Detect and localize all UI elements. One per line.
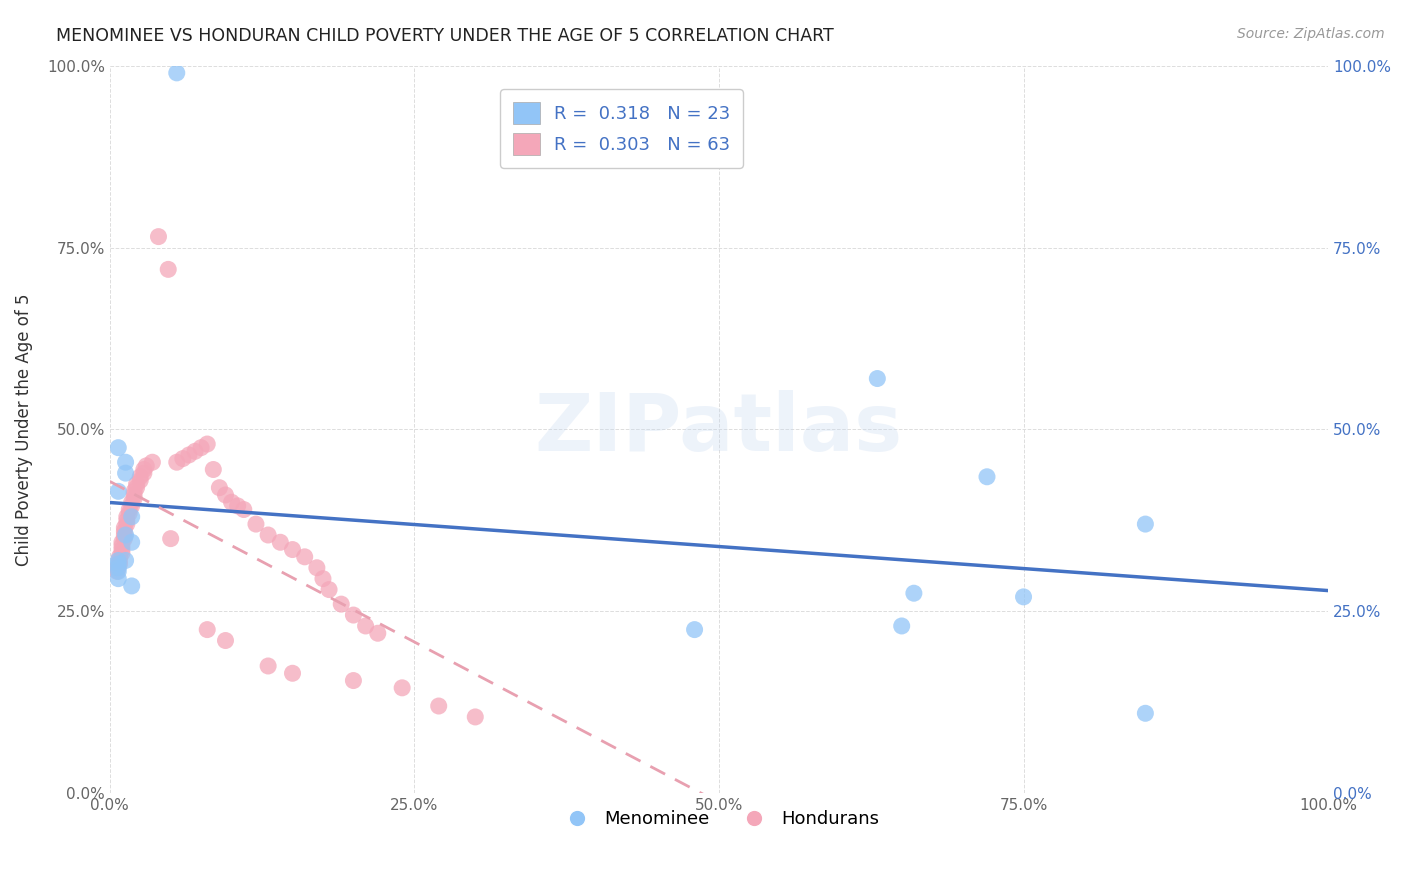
Text: ZIPatlas: ZIPatlas	[534, 391, 903, 468]
Point	[122, 491, 145, 506]
Point	[177, 448, 200, 462]
Point	[121, 509, 143, 524]
Point	[214, 488, 236, 502]
Point	[312, 572, 335, 586]
Point	[125, 477, 148, 491]
Point	[148, 229, 170, 244]
Point	[305, 560, 328, 574]
Point	[129, 474, 152, 488]
Point	[121, 535, 143, 549]
Point	[112, 528, 135, 542]
Point	[464, 710, 486, 724]
Point	[107, 557, 129, 571]
Point	[111, 546, 134, 560]
Point	[107, 572, 129, 586]
Point	[184, 444, 207, 458]
Point	[118, 506, 141, 520]
Point	[112, 524, 135, 539]
Point	[108, 549, 131, 564]
Y-axis label: Child Poverty Under the Age of 5: Child Poverty Under the Age of 5	[15, 293, 32, 566]
Point	[226, 499, 249, 513]
Point	[118, 502, 141, 516]
Point	[107, 565, 129, 579]
Point	[108, 553, 131, 567]
Point	[135, 458, 157, 473]
Point	[172, 451, 194, 466]
Point	[269, 535, 291, 549]
Point	[115, 513, 138, 527]
Point	[903, 586, 925, 600]
Point	[427, 699, 450, 714]
Point	[121, 499, 143, 513]
Point	[245, 517, 267, 532]
Point	[166, 66, 188, 80]
Point	[202, 462, 225, 476]
Point	[132, 462, 155, 476]
Point	[281, 542, 304, 557]
Point	[159, 532, 181, 546]
Point	[1135, 706, 1157, 721]
Point	[114, 466, 136, 480]
Point	[107, 553, 129, 567]
Point	[281, 666, 304, 681]
Point	[232, 502, 254, 516]
Point	[107, 484, 129, 499]
Point	[121, 495, 143, 509]
Point	[1012, 590, 1035, 604]
Legend: Menominee, Hondurans: Menominee, Hondurans	[551, 803, 886, 835]
Point	[105, 565, 128, 579]
Point	[391, 681, 413, 695]
Point	[890, 619, 912, 633]
Point	[214, 633, 236, 648]
Point	[105, 560, 128, 574]
Point	[190, 441, 212, 455]
Point	[294, 549, 316, 564]
Point	[367, 626, 389, 640]
Point	[107, 441, 129, 455]
Point	[683, 623, 706, 637]
Point	[354, 619, 377, 633]
Point	[257, 528, 280, 542]
Point	[257, 659, 280, 673]
Point	[111, 535, 134, 549]
Point	[342, 673, 364, 688]
Point	[221, 495, 243, 509]
Point	[195, 623, 218, 637]
Point	[976, 470, 998, 484]
Point	[122, 484, 145, 499]
Point	[157, 262, 180, 277]
Point	[114, 455, 136, 469]
Point	[866, 371, 889, 385]
Point	[108, 557, 131, 571]
Point	[1135, 517, 1157, 532]
Text: Source: ZipAtlas.com: Source: ZipAtlas.com	[1237, 27, 1385, 41]
Point	[107, 560, 129, 574]
Text: MENOMINEE VS HONDURAN CHILD POVERTY UNDER THE AGE OF 5 CORRELATION CHART: MENOMINEE VS HONDURAN CHILD POVERTY UNDE…	[56, 27, 834, 45]
Point	[129, 470, 152, 484]
Point	[125, 481, 148, 495]
Point	[141, 455, 163, 469]
Point	[195, 437, 218, 451]
Point	[342, 608, 364, 623]
Point	[330, 597, 353, 611]
Point	[111, 542, 134, 557]
Point	[115, 509, 138, 524]
Point	[121, 579, 143, 593]
Point	[112, 521, 135, 535]
Point	[122, 488, 145, 502]
Point	[111, 539, 134, 553]
Point	[114, 528, 136, 542]
Point	[132, 466, 155, 480]
Point	[112, 532, 135, 546]
Point	[166, 455, 188, 469]
Point	[115, 517, 138, 532]
Point	[208, 481, 231, 495]
Point	[318, 582, 340, 597]
Point	[114, 553, 136, 567]
